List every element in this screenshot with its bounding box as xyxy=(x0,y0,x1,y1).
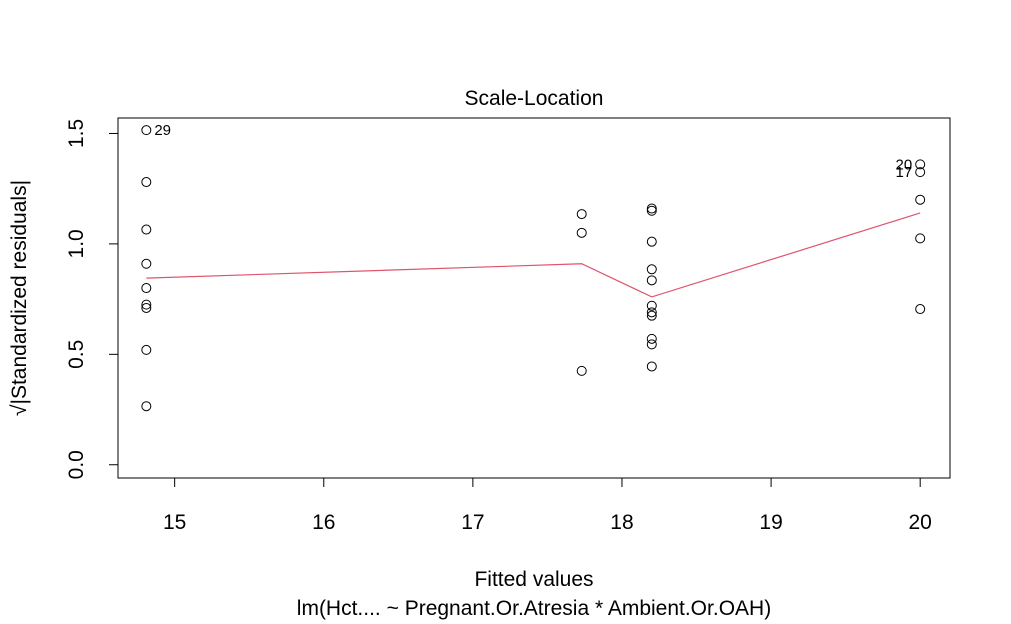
data-point xyxy=(646,333,657,344)
smooth-line xyxy=(146,212,921,298)
data-point xyxy=(646,339,657,350)
data-point xyxy=(141,299,152,310)
y-tick-label: 1.0 xyxy=(65,229,88,258)
data-point xyxy=(141,283,152,294)
point-label: 29 xyxy=(154,122,171,139)
data-point xyxy=(141,125,152,136)
y-axis-label: √|Standardized residuals| xyxy=(8,180,31,416)
data-point xyxy=(141,401,152,412)
x-tick-label: 20 xyxy=(908,511,931,534)
data-point xyxy=(915,304,926,315)
data-point xyxy=(646,264,657,275)
x-axis: 15 16 17 18 19 20 xyxy=(163,477,932,534)
y-tick-label: 1.5 xyxy=(65,119,88,148)
y-tick-label: 0.0 xyxy=(65,450,88,479)
x-axis-label: Fitted values xyxy=(474,568,593,591)
data-point xyxy=(915,159,926,170)
data-point xyxy=(141,224,152,235)
data-point xyxy=(915,194,926,205)
data-point xyxy=(915,233,926,244)
x-tick-label: 19 xyxy=(759,511,782,534)
point-label: 20 xyxy=(895,156,912,173)
data-point xyxy=(141,258,152,269)
y-tick-label: 0.5 xyxy=(65,340,88,369)
x-tick-label: 18 xyxy=(610,511,633,534)
svg-text:√|Standardized residuals|: √|Standardized residuals| xyxy=(8,180,31,416)
data-point xyxy=(576,227,587,238)
data-point xyxy=(915,167,926,178)
data-point xyxy=(576,365,587,376)
data-point xyxy=(646,300,657,311)
data-point xyxy=(141,177,152,188)
x-tick-label: 16 xyxy=(312,511,335,534)
data-point xyxy=(646,203,657,214)
data-point xyxy=(646,205,657,216)
smooth-line-group xyxy=(146,212,921,298)
data-point xyxy=(646,236,657,247)
point-label: 17 xyxy=(895,164,912,181)
data-point xyxy=(141,344,152,355)
data-point xyxy=(646,361,657,372)
data-point xyxy=(141,302,152,313)
x-tick-label: 15 xyxy=(163,511,186,534)
x-tick-label: 17 xyxy=(461,511,484,534)
y-axis-label-text: |Standardized residuals| xyxy=(8,180,31,405)
chart-title: Scale-Location xyxy=(465,87,604,110)
data-point xyxy=(646,310,657,321)
data-point xyxy=(646,307,657,318)
data-point xyxy=(576,209,587,220)
points-group xyxy=(141,125,926,412)
data-point xyxy=(646,275,657,286)
y-axis: 0.0 0.5 1.0 1.5 xyxy=(65,119,119,479)
y-axis-label-sqrt: √ xyxy=(8,404,31,416)
x-axis-sublabel: lm(Hct.... ~ Pregnant.Or.Atresia * Ambie… xyxy=(297,597,771,620)
